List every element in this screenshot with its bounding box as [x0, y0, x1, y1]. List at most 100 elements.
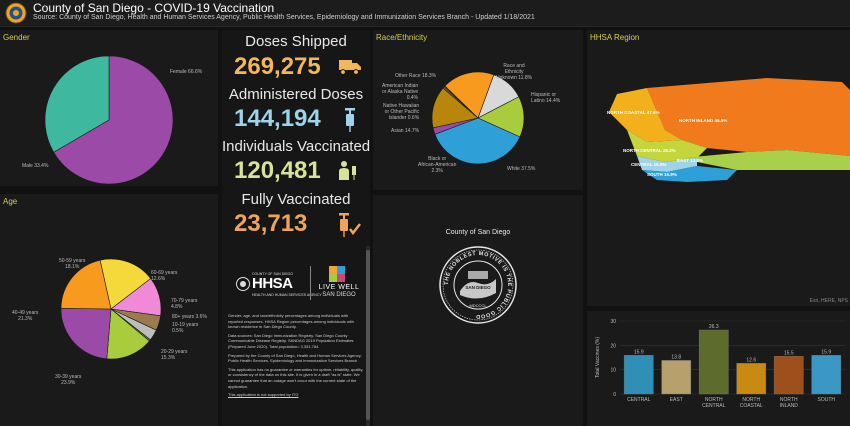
y-tick-label: 30	[610, 319, 616, 325]
page-subtitle: Source: County of San Diego, Health and …	[33, 14, 535, 21]
individuals-label: Individuals Vaccinated	[222, 138, 370, 155]
race-title: Race/Ethnicity	[376, 33, 428, 42]
doses-shipped-label: Doses Shipped	[245, 33, 347, 50]
bar-south[interactable]	[811, 355, 842, 395]
bar-value-label: 26.3	[709, 324, 719, 330]
y-tick-label: 0	[613, 392, 616, 398]
bar-north-inland[interactable]	[773, 356, 804, 395]
age-label-70-79: 70-79 years 4.8%	[171, 298, 198, 310]
itg-link[interactable]: This application is not supported by ITG	[228, 392, 299, 398]
age-label-30-39: 30-39 years 23.9%	[55, 374, 82, 386]
region-north-inland	[647, 78, 850, 156]
region-east	[682, 150, 850, 170]
gender-pie[interactable]	[0, 30, 218, 186]
region-map-panel: HHSA Region NORTH COASTAL 47.6% NORTH IN…	[587, 30, 850, 306]
svg-text:MDCCCL: MDCCCL	[469, 303, 487, 308]
note-4: This application has no guarantee or war…	[228, 366, 364, 389]
x-tick-label: CENTRAL	[702, 403, 726, 409]
race-label-white: White 37.5%	[507, 166, 536, 172]
race-slice-2[interactable]	[434, 117, 521, 165]
race-label-hispanic: Hispanic or Latino 14.4%	[531, 92, 561, 104]
region-bar-chart[interactable]: 0 10 20 30 Total Vaccines (%) 15.9 CENTRAL 13.8…	[587, 311, 850, 426]
race-label-black: Black or African-American 2.3%	[418, 156, 457, 174]
individuals-value: 120,481	[234, 157, 321, 184]
bar-north-coastal[interactable]	[736, 363, 767, 395]
administered-value: 144,194	[234, 105, 321, 132]
region-south	[642, 166, 737, 182]
map-label-south: SOUTH 15.9%	[647, 172, 677, 177]
race-panel: Race/Ethnicity Race and Ethnicity Unknown …	[373, 30, 583, 190]
person-syringe-icon	[339, 161, 356, 180]
logo-divider	[310, 266, 311, 300]
x-tick-label: NORTH	[780, 397, 798, 403]
age-slice-6[interactable]	[60, 308, 112, 360]
gender-panel: Gender Female 66.6% Male 33.4%	[0, 30, 218, 186]
region-central	[637, 156, 697, 172]
doses-shipped-value: 269,275	[234, 53, 321, 80]
age-label-60-69: 60-69 years 12.6%	[151, 270, 178, 282]
gender-male-label: Male 33.4%	[22, 163, 49, 169]
seal-panel: County of San Diego THE NOBLEST MOTIVE I…	[373, 195, 583, 426]
note-3: Prepared by the County of San Diego, Hea…	[228, 352, 362, 364]
age-label-50-59: 50-59 years 18.1%	[59, 258, 86, 270]
race-label-other: Other Race 18.3%	[395, 73, 437, 79]
map-label-central: CENTRAL 15.9%	[631, 162, 666, 167]
age-panel: Age 50-59 years 18.1% 60-69 years 12.6% 70…	[0, 194, 218, 426]
age-title: Age	[3, 197, 18, 206]
age-label-10-19: 10-19 years 0.5%	[172, 322, 199, 334]
race-label-unknown: Race and Ethnicity Unknown 11.8%	[496, 63, 533, 81]
bar-value-label: 12.6	[746, 357, 756, 363]
bar-east[interactable]	[661, 360, 692, 395]
age-slice-7[interactable]	[60, 259, 112, 310]
race-pie[interactable]	[373, 30, 583, 190]
x-tick-label: COASTAL	[740, 403, 763, 409]
map-label-north-central: NORTH CENTRAL 26.3%	[623, 148, 676, 153]
y-axis-label: Total Vaccines (%)	[595, 337, 601, 378]
age-label-40-49: 40-49 years 21.3%	[12, 310, 39, 322]
bar-north-central[interactable]	[698, 329, 729, 395]
note-1: Gender, age, and race/ethnicity percenta…	[228, 313, 354, 330]
seal-caption: County of San Diego	[445, 229, 511, 236]
y-tick-label: 10	[610, 368, 616, 374]
stats-scroll-thumb[interactable]	[366, 250, 370, 420]
age-label-80-plus: 80+ years 3.6%	[172, 314, 207, 320]
region-north-coastal	[609, 88, 682, 142]
gender-slice-0[interactable]	[53, 55, 174, 185]
race-slice-7[interactable]	[444, 71, 495, 119]
svg-text:SAN DIEGO: SAN DIEGO	[465, 285, 491, 290]
race-label-asian: Asian 14.7%	[391, 128, 420, 134]
bar-central[interactable]	[623, 355, 654, 395]
age-pie[interactable]	[0, 194, 218, 426]
x-tick-label: NORTH	[742, 397, 760, 403]
note-2: Data sources: San Diego Immunization Reg…	[228, 332, 354, 349]
stats-panel: Doses Shipped 269,275 Administered Doses…	[222, 30, 370, 426]
page-title: County of San Diego - COVID-19 Vaccinati…	[33, 1, 275, 15]
race-label-nhpi: Native Hawaiian or Other Pacific Islander …	[383, 103, 420, 121]
map-title: HHSA Region	[590, 33, 640, 42]
bar-value-label: 15.9	[821, 349, 831, 355]
age-slice-0[interactable]	[99, 258, 152, 310]
race-label-aian: American Indian or Alaska Native 0.4%	[382, 83, 419, 101]
gender-slice-1[interactable]	[44, 55, 110, 153]
bar-value-label: 15.9	[634, 349, 644, 355]
map-label-north-coastal: NORTH COASTAL 47.6%	[607, 110, 660, 115]
x-tick-label: NORTH	[705, 397, 723, 403]
age-slice-5[interactable]	[106, 308, 150, 360]
gender-title: Gender	[3, 33, 30, 42]
bar-value-label: 13.8	[671, 354, 681, 360]
map-label-north-inland: NORTH INLAND 45.5%	[679, 118, 727, 123]
map-label-east: EAST 13.8%	[677, 158, 703, 163]
region-map[interactable]: NORTH COASTAL 47.6% NORTH INLAND 45.5% N…	[587, 30, 850, 306]
syringe-check-icon	[339, 213, 361, 237]
map-attribution: Esri, HERE, NPS	[809, 298, 848, 304]
livewell-logo: LIVE WELL SAN DIEGO	[314, 266, 364, 302]
x-tick-label: SOUTH	[818, 397, 836, 403]
bar-value-label: 15.5	[784, 350, 794, 356]
header-bar: County of San Diego - COVID-19 Vaccinati…	[0, 0, 850, 27]
county-seal-icon	[5, 2, 27, 24]
hhsa-logo: COUNTY OF SAN DIEGO HHSA HEALTH AND HUMA…	[236, 272, 322, 302]
hhsa-seal-icon	[236, 277, 250, 291]
x-tick-label: INLAND	[780, 403, 799, 409]
fully-vaccinated-label: Fully Vaccinated	[241, 191, 351, 208]
